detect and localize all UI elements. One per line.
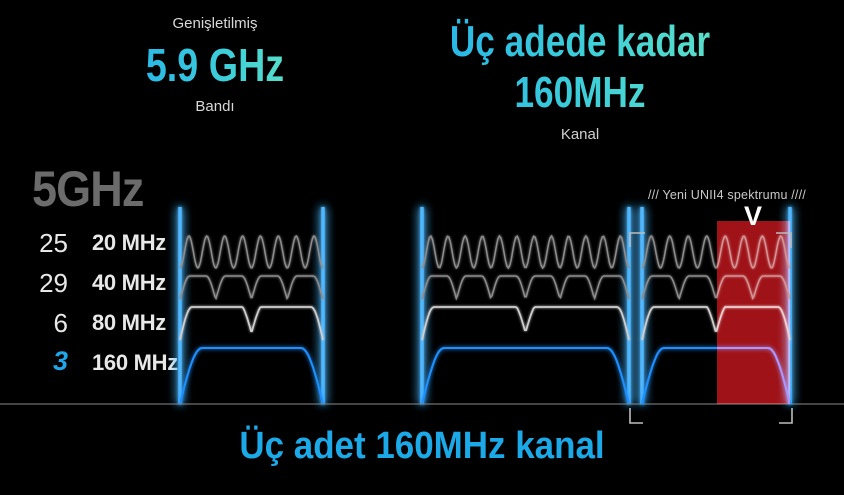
svg-text:V: V [744, 201, 762, 231]
